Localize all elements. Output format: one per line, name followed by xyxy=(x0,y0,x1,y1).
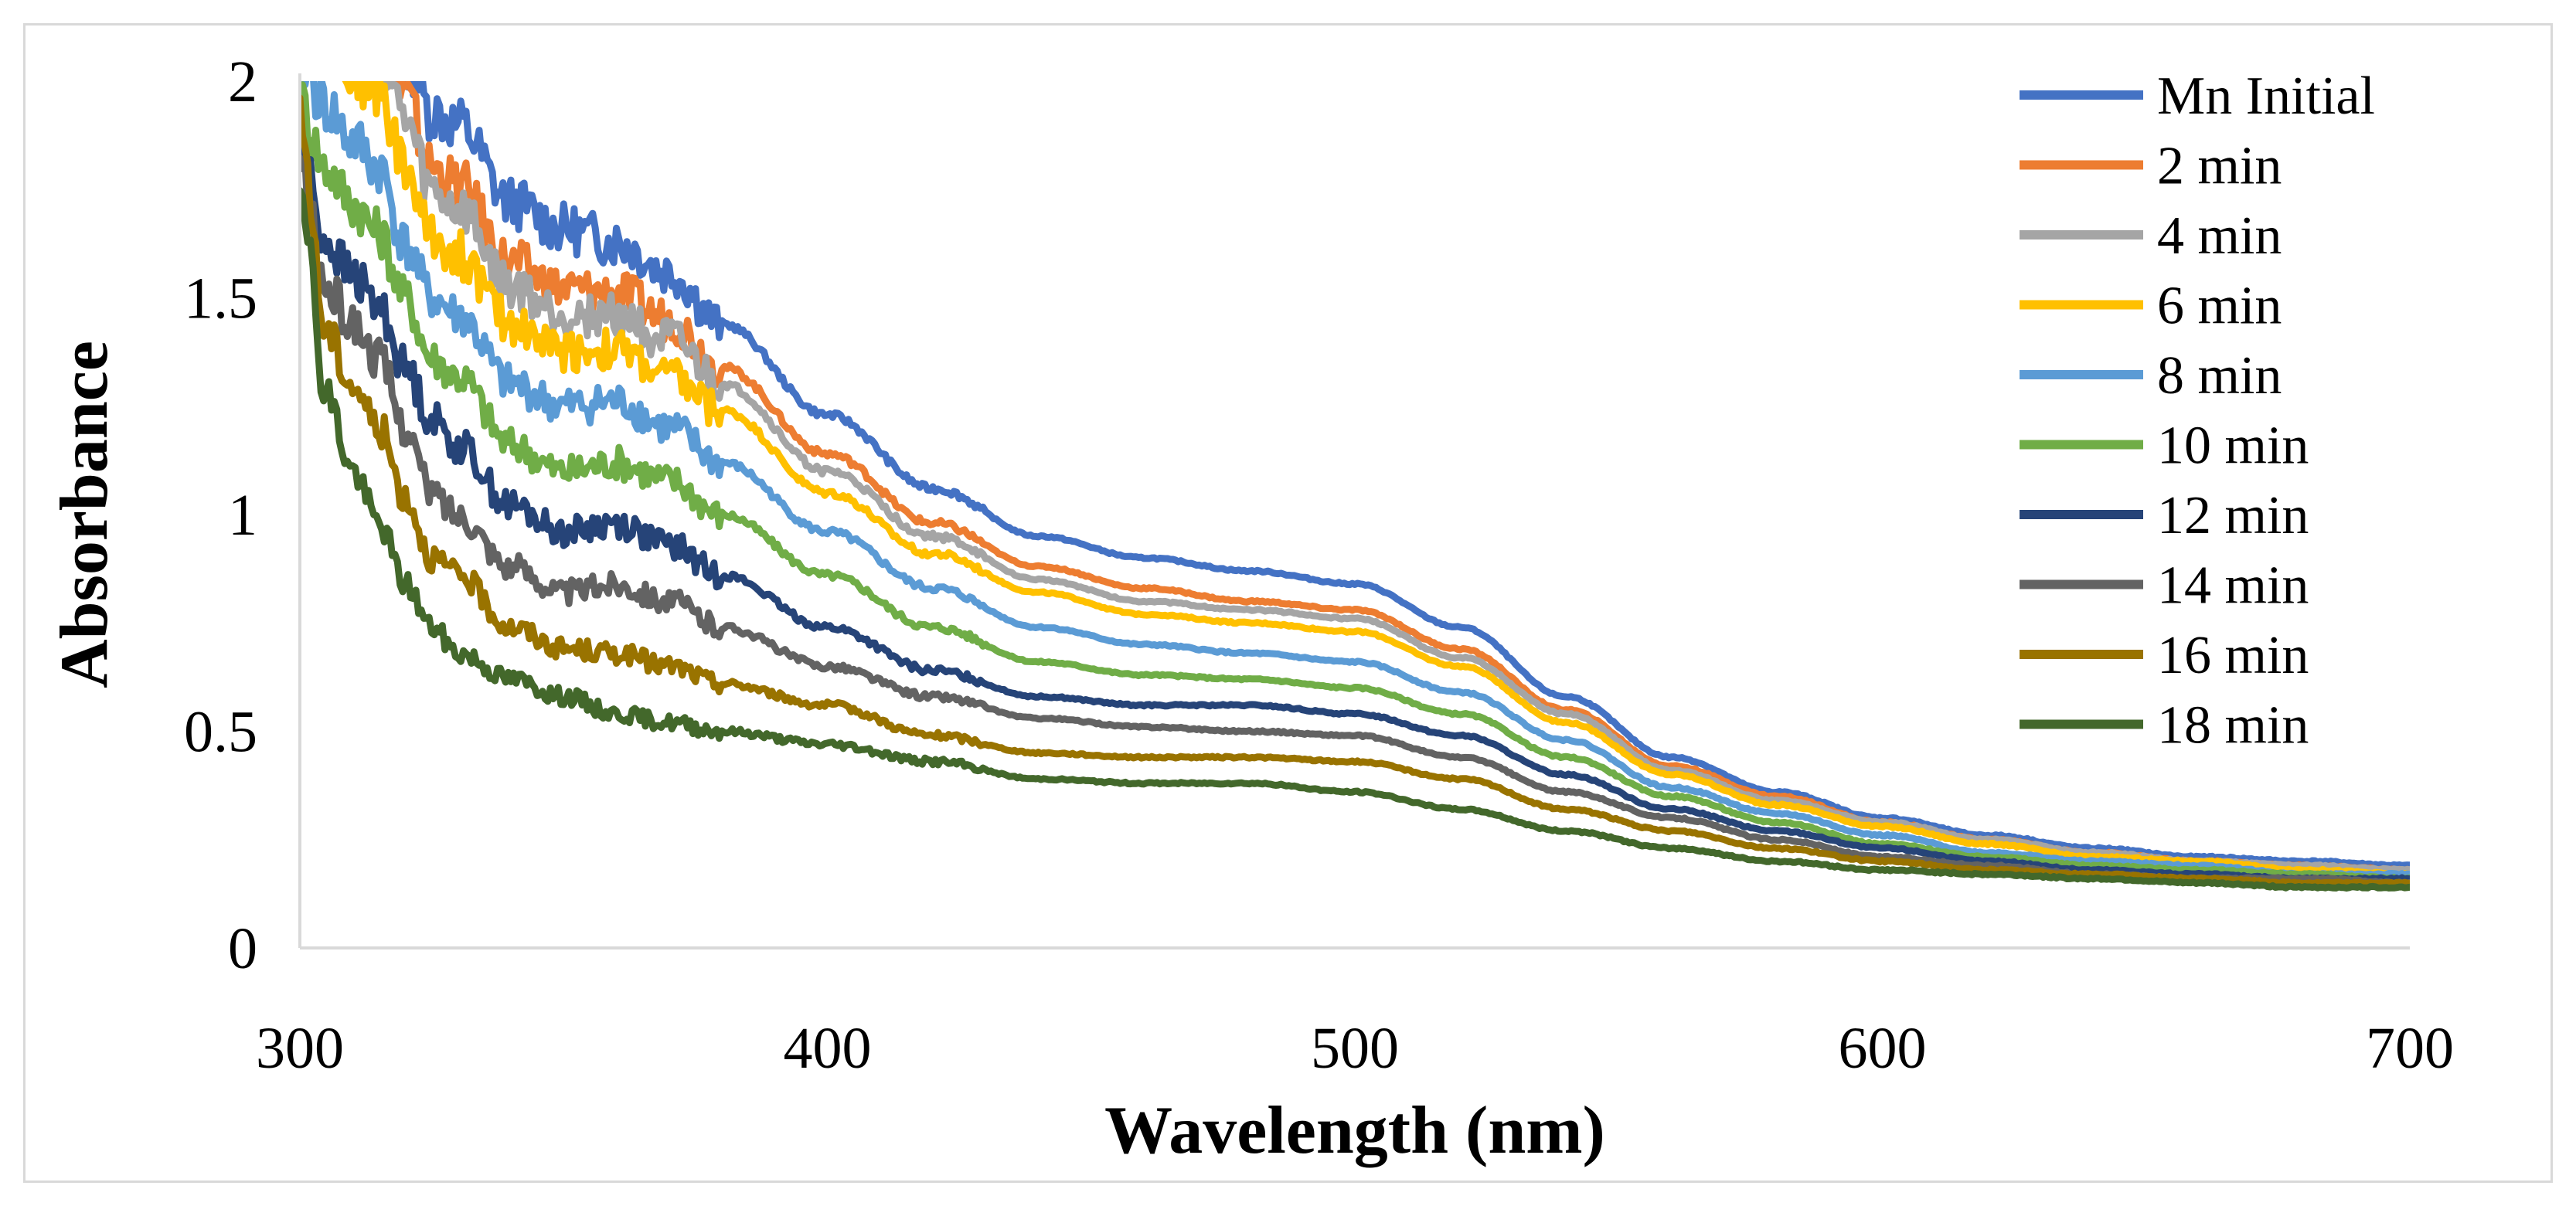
x-axis-title: Wavelength (nm) xyxy=(1104,1093,1605,1168)
y-tick-label: 0 xyxy=(228,916,257,981)
legend-label: Mn Initial xyxy=(2157,66,2375,126)
series-line xyxy=(383,81,2410,874)
legend-label: 2 min xyxy=(2157,137,2282,196)
y-tick-label: 1.5 xyxy=(184,267,257,331)
x-tick-label: 500 xyxy=(1311,1016,1399,1081)
series-line xyxy=(301,81,2410,879)
series-layer xyxy=(300,81,2410,892)
legend-label: 10 min xyxy=(2157,416,2309,476)
legend-label: 12 min xyxy=(2157,486,2309,545)
y-tick-label: 2 xyxy=(228,49,257,114)
legend-label: 14 min xyxy=(2157,556,2309,616)
legend: Mn Initial 2 min 4 min 6 min 8 min 10 min 12 m… xyxy=(2020,66,2375,756)
x-tick-label: 400 xyxy=(784,1016,872,1081)
y-tick-label: 0.5 xyxy=(184,700,257,765)
x-tick-label: 300 xyxy=(256,1016,344,1081)
legend-label: 18 min xyxy=(2157,696,2309,756)
labels-layer: 0 0.5 1 1.5 2 300 400 500 600 700 Wavelength (nm) A… xyxy=(47,49,2454,1168)
y-tick-label: 1 xyxy=(228,483,257,548)
series-line xyxy=(300,81,2410,883)
x-tick-label: 700 xyxy=(2366,1016,2454,1081)
legend-label: 4 min xyxy=(2157,206,2282,266)
legend-label: 8 min xyxy=(2157,346,2282,406)
y-axis-title: Absorbance xyxy=(47,341,122,688)
series-line xyxy=(404,81,2410,869)
series-line xyxy=(300,134,2410,883)
legend-label: 6 min xyxy=(2157,277,2282,336)
x-tick-label: 600 xyxy=(1839,1016,1927,1081)
absorbance-line-chart: 0 0.5 1 1.5 2 300 400 500 600 700 Wavelength (nm) A… xyxy=(47,49,2454,1168)
chart-frame: 0 0.5 1 1.5 2 300 400 500 600 700 Wavelength (nm) A… xyxy=(23,23,2553,1183)
series-line xyxy=(342,81,2410,879)
series-line xyxy=(300,187,2410,892)
series-line xyxy=(300,94,2410,888)
axes-layer xyxy=(298,73,2410,950)
legend-label: 16 min xyxy=(2157,626,2309,685)
